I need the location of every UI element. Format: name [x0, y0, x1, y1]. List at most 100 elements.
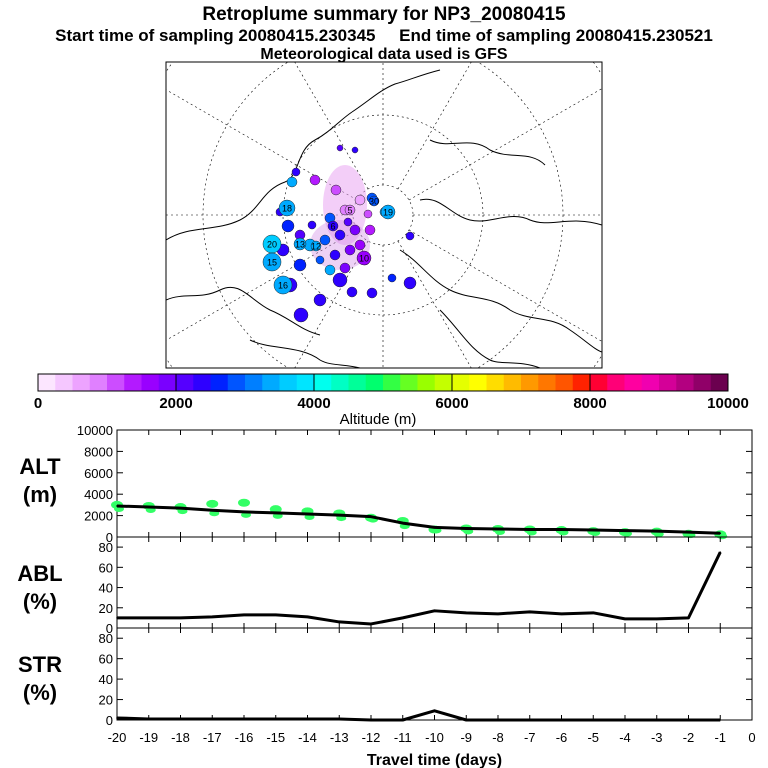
y-tick-label: 4000	[84, 487, 113, 502]
coastline	[166, 286, 321, 336]
x-tick-label: -4	[619, 730, 631, 745]
particle-dot	[363, 209, 373, 219]
coastline	[399, 249, 602, 353]
x-tick-label: -13	[330, 730, 349, 745]
colorbar-tick-label: 6000	[435, 395, 468, 412]
colorbar-swatch	[124, 374, 142, 391]
colorbar-swatch	[590, 374, 608, 391]
series-point	[274, 512, 277, 514]
meridian-line	[166, 89, 358, 201]
day-label-marker	[344, 204, 356, 216]
colorbar-tick-label: 4000	[297, 395, 330, 412]
colorbar-swatch	[641, 374, 660, 391]
day-label: 13	[295, 240, 305, 250]
start-time: Start time of sampling 20080415.230345	[55, 26, 376, 45]
particle-spread-point	[526, 529, 537, 536]
series-point	[560, 719, 563, 721]
particle-dot	[281, 219, 295, 233]
series-point	[116, 617, 118, 619]
colorbar-swatch	[38, 374, 56, 391]
series-point	[211, 616, 214, 618]
colorbar-swatch	[107, 374, 125, 391]
colorbar-swatch	[486, 374, 505, 391]
day-label: 12	[311, 242, 321, 252]
day-label-marker	[278, 199, 296, 217]
colorbar-frame	[37, 373, 729, 392]
particle-dot	[346, 286, 358, 298]
colorbar-swatch	[296, 374, 315, 391]
meridian-line	[397, 240, 472, 368]
y-tick-label: 0	[106, 621, 113, 636]
series-point	[211, 509, 214, 512]
panel-frame-str	[116, 627, 753, 721]
y-tick-label: 0	[106, 713, 113, 728]
day-label: 18	[282, 204, 292, 214]
x-tick-label: -1	[714, 730, 726, 745]
y-tick-label: 20	[99, 693, 113, 708]
series-point	[560, 613, 563, 615]
x-tick-label: 0	[748, 730, 755, 745]
colorbar-swatch	[193, 374, 211, 391]
particle-dot	[309, 174, 321, 186]
y-tick-label: 80	[99, 540, 113, 555]
series-point	[370, 719, 372, 721]
series-point	[497, 719, 499, 721]
colorbar-swatch	[141, 374, 160, 391]
colorbar-swatch	[607, 374, 625, 391]
series-point	[338, 718, 341, 720]
series-point	[433, 710, 436, 712]
colorbar-swatch	[434, 374, 453, 391]
colorbar-swatch	[262, 374, 280, 391]
colorbar-swatch	[348, 374, 367, 391]
particle-dot	[354, 194, 366, 206]
colorbar-swatch	[417, 374, 436, 391]
particle-dot	[403, 276, 417, 290]
series-point	[338, 514, 341, 516]
series-point	[338, 621, 341, 623]
day-label-marker	[310, 240, 322, 252]
y-tick-label: 40	[99, 672, 113, 687]
series-point	[370, 623, 372, 625]
series-point	[465, 527, 468, 530]
particle-dot	[313, 293, 327, 307]
day-label: 19	[383, 208, 393, 218]
series-point	[687, 531, 690, 533]
x-tick-label: -16	[235, 730, 254, 745]
colorbar-swatch	[624, 374, 643, 391]
x-tick-label: -19	[139, 730, 158, 745]
colorbar-swatch	[693, 374, 712, 391]
colorbar-swatch	[383, 374, 401, 391]
particle-dot	[319, 234, 331, 246]
series-point	[528, 611, 531, 613]
particle-dot	[324, 264, 336, 276]
colorbar-swatch	[176, 374, 194, 391]
day-label-marker	[262, 252, 282, 272]
day-label-marker	[380, 204, 396, 220]
panel-frame-abl	[116, 536, 753, 629]
colorbar-swatch	[72, 374, 91, 391]
day-label: 10	[359, 254, 369, 264]
series-point	[274, 614, 277, 616]
y-tick-label: 40	[99, 581, 113, 596]
colorbar-tick-label: 10000	[707, 395, 749, 412]
meridian-line	[408, 88, 602, 201]
series-point	[306, 718, 309, 720]
day-label-marker	[327, 220, 339, 232]
meridian-line	[397, 62, 472, 190]
colorbar-swatch	[314, 374, 332, 391]
particle-dot	[387, 273, 397, 283]
series-point	[116, 505, 118, 507]
colorbar-swatch	[659, 374, 677, 391]
series-point	[211, 718, 214, 720]
colorbar-swatch	[572, 374, 591, 391]
coastline	[439, 309, 541, 368]
series-point	[401, 522, 404, 524]
series-point	[497, 528, 499, 530]
particle-dot	[336, 144, 344, 152]
series-point	[274, 718, 277, 720]
series-point	[655, 618, 658, 620]
coastline	[419, 198, 602, 226]
particle-dot	[354, 239, 366, 251]
chart-title: Retroplume summary for NP3_20080415	[202, 4, 566, 25]
x-tick-label: -11	[394, 730, 412, 745]
